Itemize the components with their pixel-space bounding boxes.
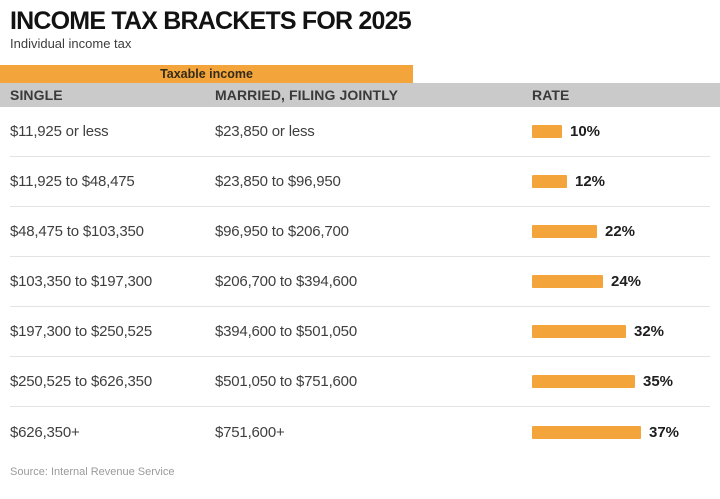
- rate-bar: [532, 275, 603, 288]
- column-header-row: SINGLE MARRIED, FILING JOINTLY RATE: [0, 83, 720, 107]
- taxable-income-label: Taxable income: [160, 67, 253, 81]
- bracket-table: $11,925 or less $23,850 or less 10% $11,…: [0, 107, 720, 457]
- single-range-cell: $11,925 to $48,475: [10, 173, 135, 190]
- rate-label: 32%: [634, 323, 665, 340]
- rate-bar: [532, 175, 567, 188]
- rate-cell: 22%: [532, 223, 710, 240]
- infographic: INCOME TAX BRACKETS FOR 2025 Individual …: [0, 8, 720, 499]
- taxable-income-band: Taxable income: [0, 65, 413, 83]
- column-header-married: MARRIED, FILING JOINTLY: [215, 87, 399, 103]
- table-row: $250,525 to $626,350 $501,050 to $751,60…: [10, 357, 710, 407]
- single-range-cell: $103,350 to $197,300: [10, 273, 152, 290]
- single-range-cell: $626,350+: [10, 423, 80, 441]
- rate-bar: [532, 125, 562, 138]
- rate-label: 35%: [643, 373, 674, 390]
- rate-bar: [532, 225, 597, 238]
- table-row: $103,350 to $197,300 $206,700 to $394,60…: [10, 257, 710, 307]
- married-range-cell: $96,950 to $206,700: [215, 223, 349, 240]
- table-row: $626,350+ $751,600+ 37%: [10, 407, 710, 457]
- table-row: $11,925 or less $23,850 or less 10%: [10, 107, 710, 157]
- rate-bar: [532, 425, 641, 439]
- rate-bar: [532, 375, 635, 388]
- page-subtitle: Individual income tax: [10, 36, 132, 51]
- married-range-cell: $751,600+: [215, 423, 285, 441]
- married-range-cell: $394,600 to $501,050: [215, 323, 357, 340]
- single-range-cell: $197,300 to $250,525: [10, 323, 152, 340]
- source-note: Source: Internal Revenue Service: [10, 466, 175, 478]
- column-header-rate: RATE: [532, 87, 570, 103]
- page-title: INCOME TAX BRACKETS FOR 2025: [10, 7, 412, 35]
- rate-cell: 10%: [532, 123, 710, 140]
- rate-label: 22%: [605, 223, 636, 240]
- table-row: $48,475 to $103,350 $96,950 to $206,700 …: [10, 207, 710, 257]
- single-range-cell: $48,475 to $103,350: [10, 223, 144, 240]
- married-range-cell: $23,850 to $96,950: [215, 173, 341, 190]
- table-row: $11,925 to $48,475 $23,850 to $96,950 12…: [10, 157, 710, 207]
- rate-label: 12%: [575, 173, 606, 190]
- column-header-single: SINGLE: [10, 87, 63, 103]
- rate-cell: 32%: [532, 323, 710, 340]
- single-range-cell: $11,925 or less: [10, 123, 109, 140]
- table-row: $197,300 to $250,525 $394,600 to $501,05…: [10, 307, 710, 357]
- rate-cell: 24%: [532, 273, 710, 290]
- rate-label: 10%: [570, 123, 601, 140]
- married-range-cell: $501,050 to $751,600: [215, 373, 357, 390]
- rate-bar: [532, 325, 626, 338]
- rate-label: 24%: [611, 273, 642, 290]
- single-range-cell: $250,525 to $626,350: [10, 373, 152, 390]
- married-range-cell: $206,700 to $394,600: [215, 273, 357, 290]
- rate-cell: 37%: [532, 424, 710, 441]
- rate-cell: 12%: [532, 173, 710, 190]
- married-range-cell: $23,850 or less: [215, 123, 315, 140]
- rate-cell: 35%: [532, 373, 710, 390]
- rate-label: 37%: [649, 423, 680, 441]
